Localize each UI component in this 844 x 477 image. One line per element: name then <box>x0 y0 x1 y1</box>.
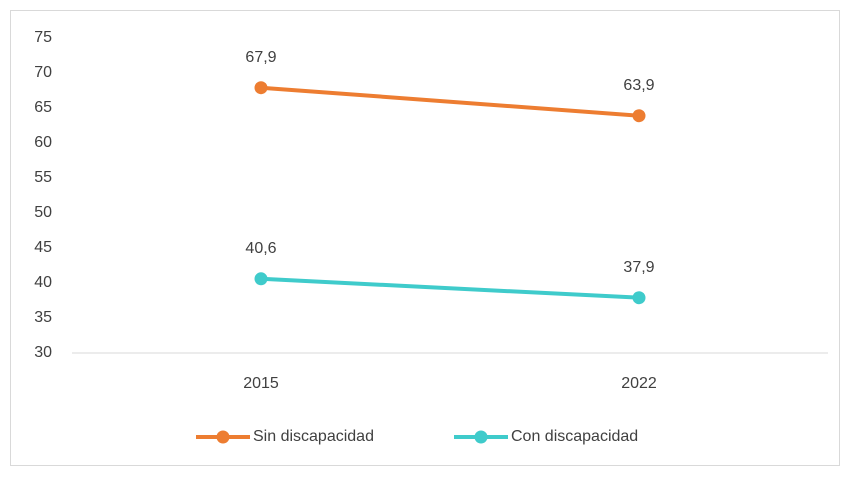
legend-marker <box>474 430 488 444</box>
y-tick-label: 40 <box>34 274 52 291</box>
data-point <box>632 109 646 123</box>
legend-label: Sin discapacidad <box>253 428 374 445</box>
data-point <box>632 291 646 305</box>
y-tick-label: 55 <box>34 169 52 186</box>
data-label: 67,9 <box>245 49 276 66</box>
data-point <box>254 272 268 286</box>
series-line <box>259 85 641 118</box>
x-tick-label: 2015 <box>243 375 279 392</box>
data-label: 40,6 <box>245 240 276 257</box>
y-tick-label: 70 <box>34 64 52 81</box>
y-tick-label: 35 <box>34 309 52 326</box>
data-label: 63,9 <box>623 77 654 94</box>
legend-label: Con discapacidad <box>511 428 638 445</box>
legend-marker <box>216 430 230 444</box>
y-tick-label: 30 <box>34 344 52 361</box>
y-tick-label: 65 <box>34 99 52 116</box>
y-tick-label: 50 <box>34 204 52 221</box>
series-line <box>259 276 641 300</box>
y-tick-label: 75 <box>34 29 52 46</box>
data-label: 37,9 <box>623 259 654 276</box>
y-tick-label: 60 <box>34 134 52 151</box>
data-point <box>254 81 268 95</box>
y-tick-label: 45 <box>34 239 52 256</box>
x-tick-label: 2022 <box>621 375 657 392</box>
chart-border <box>10 10 840 466</box>
